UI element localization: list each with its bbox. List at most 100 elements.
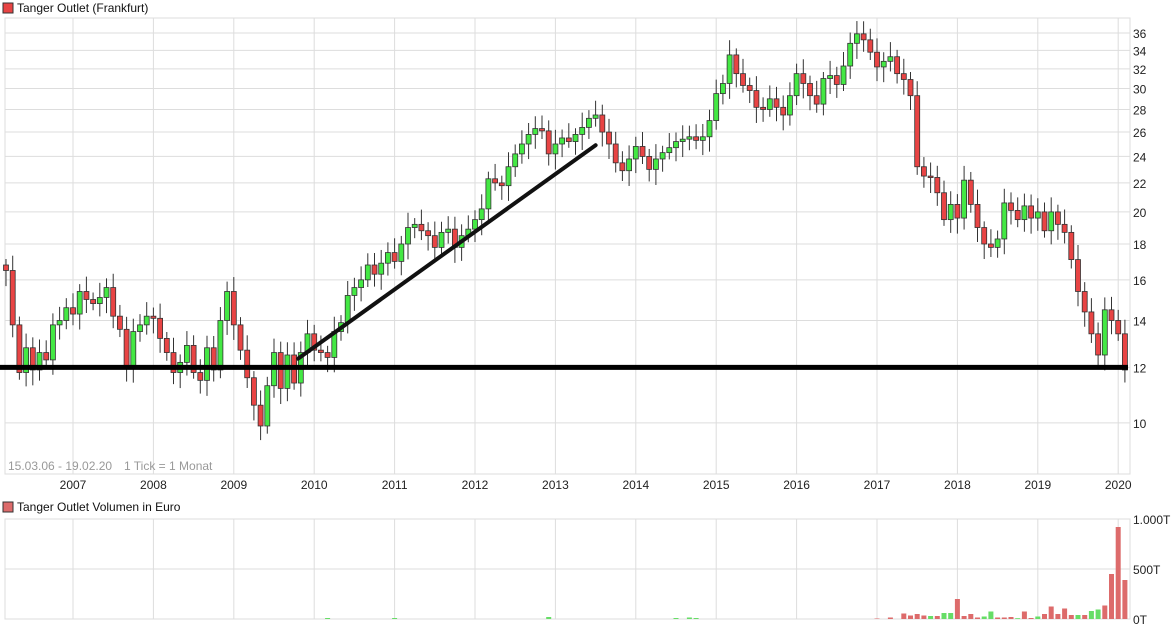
volume-bar xyxy=(914,614,920,619)
candle-body xyxy=(941,192,947,221)
candle-body xyxy=(813,95,820,105)
candle-body xyxy=(204,347,210,381)
candle-body xyxy=(1055,211,1061,225)
candle-body xyxy=(398,243,405,262)
candle-body xyxy=(974,204,981,228)
candle-body xyxy=(988,243,994,248)
candle-body xyxy=(753,90,760,108)
volume-bar xyxy=(1021,611,1027,619)
volume-bar xyxy=(325,618,331,619)
tick-interval-label: 1 Tick = 1 Monat xyxy=(124,459,213,473)
volume-bar xyxy=(887,617,893,619)
candle-body xyxy=(76,291,83,315)
candle-body xyxy=(874,51,880,68)
candle-body xyxy=(284,354,291,389)
candle-body xyxy=(1068,231,1075,261)
candle-body xyxy=(351,287,358,296)
volume-bar xyxy=(546,617,552,619)
candle-body xyxy=(827,75,833,79)
candle-body xyxy=(780,106,787,116)
candle-body xyxy=(1041,211,1048,232)
volume-bar xyxy=(948,613,954,619)
year-tick-label: 2013 xyxy=(542,478,569,492)
volume-tick-label: 1.000T xyxy=(1133,513,1171,527)
volume-bar xyxy=(874,618,880,619)
candle-body xyxy=(137,324,143,332)
price-tick-label: 22 xyxy=(1133,177,1147,191)
candle-body xyxy=(699,136,706,141)
candle-body xyxy=(217,320,224,371)
candle-body xyxy=(726,54,733,84)
candle-body xyxy=(250,377,257,406)
candle-body xyxy=(967,179,974,205)
price-tick-label: 34 xyxy=(1133,44,1147,58)
candle-body xyxy=(425,230,432,237)
candle-body xyxy=(1101,309,1108,356)
price-tick-label: 20 xyxy=(1133,206,1147,220)
candle-body xyxy=(431,235,438,248)
candle-body xyxy=(1061,223,1068,233)
candle-body xyxy=(914,95,921,168)
candle-body xyxy=(921,166,927,177)
volume-bar xyxy=(1088,611,1094,619)
volume-bar xyxy=(1028,618,1034,619)
candle-body xyxy=(1088,311,1095,335)
price-legend-swatch xyxy=(2,2,14,14)
candle-body xyxy=(1115,320,1122,335)
volume-legend-swatch xyxy=(2,501,14,513)
candle-body xyxy=(317,349,324,353)
candle-body xyxy=(1081,291,1088,313)
candle-body xyxy=(539,128,545,132)
volume-bar xyxy=(928,616,934,619)
candle-body xyxy=(686,136,693,140)
candle-body xyxy=(170,352,177,373)
candle-body xyxy=(117,315,123,330)
volume-bar xyxy=(1075,615,1081,619)
candle-body xyxy=(405,227,411,245)
candle-body xyxy=(257,404,264,427)
candle-body xyxy=(867,39,874,53)
candle-body xyxy=(1034,211,1041,219)
candle-body xyxy=(472,219,478,230)
candle-body xyxy=(1021,205,1028,221)
volume-bar xyxy=(1001,617,1007,619)
volume-tick-label: 500T xyxy=(1133,563,1161,577)
volume-bar xyxy=(1102,605,1108,619)
candle-body xyxy=(505,166,512,187)
candle-body xyxy=(277,352,284,389)
candle-body xyxy=(418,223,425,232)
candle-body xyxy=(820,78,827,105)
candle-body xyxy=(525,134,532,145)
candle-body xyxy=(36,352,43,371)
candle-body xyxy=(646,156,653,170)
volume-bar xyxy=(954,599,960,619)
candle-body xyxy=(244,349,251,379)
price-tick-label: 36 xyxy=(1133,27,1147,41)
volume-bar xyxy=(1082,615,1088,619)
candle-body xyxy=(733,54,740,75)
candle-body xyxy=(143,315,150,326)
volume-bar xyxy=(686,617,692,619)
candle-body xyxy=(371,264,378,275)
candle-body xyxy=(29,347,36,371)
candle-body xyxy=(606,131,612,145)
volume-bar xyxy=(1008,617,1014,619)
candle-body xyxy=(740,73,746,86)
trend-line xyxy=(296,143,598,361)
price-tick-label: 26 xyxy=(1133,126,1147,140)
year-tick-label: 2009 xyxy=(220,478,247,492)
year-tick-label: 2008 xyxy=(140,478,167,492)
candle-body xyxy=(807,83,813,97)
candle-body xyxy=(847,42,854,67)
candle-body xyxy=(23,347,30,373)
volume-bar xyxy=(988,611,994,619)
candle-body xyxy=(150,315,157,319)
candle-body xyxy=(532,128,539,135)
candle-body xyxy=(110,287,117,317)
volume-bar xyxy=(908,615,913,619)
candle-body xyxy=(934,177,941,194)
candle-body xyxy=(612,143,619,164)
volume-tick-label: 0T xyxy=(1133,613,1148,627)
candle-body xyxy=(237,324,244,351)
candle-body xyxy=(445,228,452,233)
